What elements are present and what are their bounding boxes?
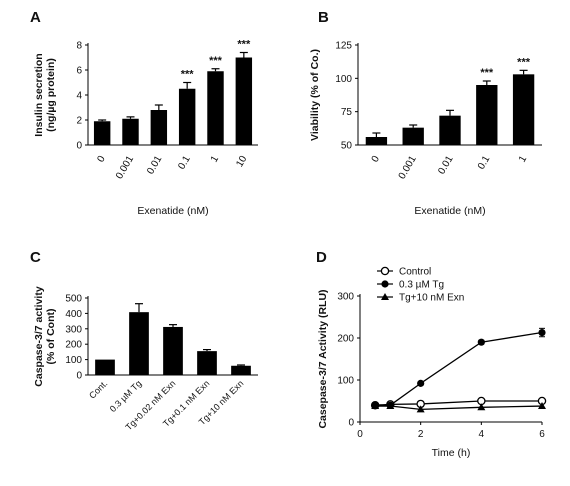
panel-c-bar: [163, 326, 183, 375]
panel-d-x-axis-label: Time (h): [432, 447, 471, 459]
panel-a-significance-label: ***: [209, 55, 223, 67]
panel-d-legend-marker: [381, 293, 389, 300]
panel-a-y-tick-label: 6: [76, 66, 82, 77]
panel-a-chart: 0 2 4 6 8 0 0.001 0.01 *** 0.1 *** 1 *** 10 Insulin se…: [33, 39, 258, 217]
panel-b-y-tick-label: 75: [341, 107, 353, 118]
panel-d-series-line: [375, 331, 543, 406]
panel-a-bar: [207, 71, 224, 145]
panel-a-category-label: 0.01: [145, 154, 164, 177]
panel-b-bar: [512, 74, 535, 145]
panel-a-category-label: 10: [234, 154, 249, 170]
panel-b-significance-label: ***: [480, 67, 494, 79]
panel-d-data-point: [386, 402, 395, 410]
panel-d-data-point: [371, 402, 380, 410]
panel-d-y-tick-label: 200: [337, 334, 354, 345]
panel-a-significance-label: ***: [181, 69, 195, 81]
panel-b-chart: 50 75 100 125 0 0.001 0.01 *** 0.1 *** 1 Viability …: [309, 41, 542, 217]
panel-a-category-label: 0.1: [176, 154, 193, 172]
panel-c-y-tick-label: 0: [76, 371, 82, 382]
panel-d-series-line: [375, 405, 543, 411]
panel-d-legend-marker: [380, 266, 390, 276]
panel-d-data-point: [477, 403, 486, 411]
panel-a-y-tick-label: 2: [76, 116, 82, 127]
panel-b-x-axis-label: Exenatide (nM): [414, 205, 485, 217]
panel-a-category-label: 1: [209, 154, 222, 165]
panel-a-y-tick-label: 8: [76, 41, 82, 52]
panel-a-significance-label: ***: [237, 39, 251, 51]
panel-b-category-label: 1: [517, 154, 530, 165]
panel-b-category-label: 0.1: [476, 154, 493, 172]
panel-d-data-point: [477, 338, 485, 346]
panel-d-chart: 0 100 200 300 0 2 4 6 Control 0.3 µM Tg Tg+10 nM E…: [317, 266, 547, 459]
panel-d-x-tick-label: 2: [418, 429, 424, 440]
panel-c-bar: [231, 365, 251, 375]
panel-b-bar: [365, 137, 388, 145]
panel-b-bar: [439, 115, 461, 145]
panel-d-y-tick-label: 100: [337, 376, 354, 387]
panel-d-y-tick-label: 300: [337, 292, 354, 303]
panel-a-bar: [150, 110, 168, 145]
panel-d-data-point: [538, 402, 546, 410]
panel-a-y-axis-label: Insulin secretion: [33, 53, 45, 136]
panel-d-legend-label: 0.3 µM Tg: [399, 280, 444, 291]
panel-c-category-label: 0.3 µM Tg: [108, 378, 144, 414]
panel-d-legend-label: Control: [399, 267, 431, 278]
panel-d-data-point: [538, 328, 546, 337]
panel-b-category-label: 0.001: [397, 154, 419, 182]
panel-a-bar: [235, 57, 253, 145]
panel-a-y-tick-label: 4: [76, 91, 82, 102]
panel-c-y-axis-label: Caspase-3/7 activity: [33, 286, 45, 387]
panel-a-y-tick-label: 0: [76, 141, 82, 152]
panel-a-category-label: 0: [95, 154, 108, 165]
panel-a-bar: [93, 121, 111, 145]
panel-b-bar: [476, 85, 498, 145]
panel-d-x-tick-label: 6: [539, 429, 545, 440]
panel-c-bar: [129, 312, 149, 375]
panel-b-y-tick-label: 100: [335, 74, 352, 85]
panel-c-y-tick-label: 400: [65, 309, 82, 320]
panel-label-d: D: [316, 249, 327, 266]
panel-c-y-tick-label: 200: [65, 340, 82, 351]
panel-a-bar: [178, 88, 196, 145]
panel-c-y-tick-label: 100: [65, 355, 82, 366]
panel-b-y-tick-label: 50: [341, 141, 353, 152]
panel-d-data-point: [417, 379, 425, 387]
panel-b-category-label: 0.01: [436, 154, 455, 177]
panel-a-y-axis-label: (ng/µg protein): [45, 58, 57, 132]
panel-d-series-line: [375, 400, 542, 406]
panel-a-category-label: 0.001: [114, 154, 136, 182]
panel-label-b: B: [318, 9, 329, 26]
panel-d-x-tick-label: 0: [357, 429, 363, 440]
panel-d-y-tick-label: 0: [348, 418, 354, 429]
panel-c-bar: [197, 351, 217, 375]
panel-c-category-label: Cont.: [87, 378, 109, 400]
panel-b-significance-label: ***: [517, 56, 531, 68]
panel-b-category-label: 0: [370, 154, 383, 165]
panel-b-bar: [402, 127, 424, 145]
panel-a-bar: [122, 118, 139, 145]
panel-d-legend-marker: [381, 280, 389, 288]
panel-d-y-axis-label: Casepase-3/7 Activity (RLU): [317, 289, 329, 428]
panel-d-legend-label: Tg+10 nM Exn: [399, 293, 464, 304]
panel-d-data-point: [416, 405, 425, 413]
panel-c-y-tick-label: 500: [65, 294, 82, 305]
panel-label-a: A: [30, 9, 41, 26]
panel-c-bar: [95, 359, 115, 375]
panel-label-c: C: [30, 249, 41, 266]
panel-a-x-axis-label: Exenatide (nM): [137, 205, 208, 217]
panel-c-y-tick-label: 300: [65, 324, 82, 335]
panel-c-y-axis-label: (% of Cont): [45, 309, 57, 365]
panel-b-y-tick-label: 125: [335, 41, 352, 52]
panel-d-x-tick-label: 4: [479, 429, 485, 440]
panel-b-y-axis-label: Viability (% of Co.): [309, 49, 321, 141]
